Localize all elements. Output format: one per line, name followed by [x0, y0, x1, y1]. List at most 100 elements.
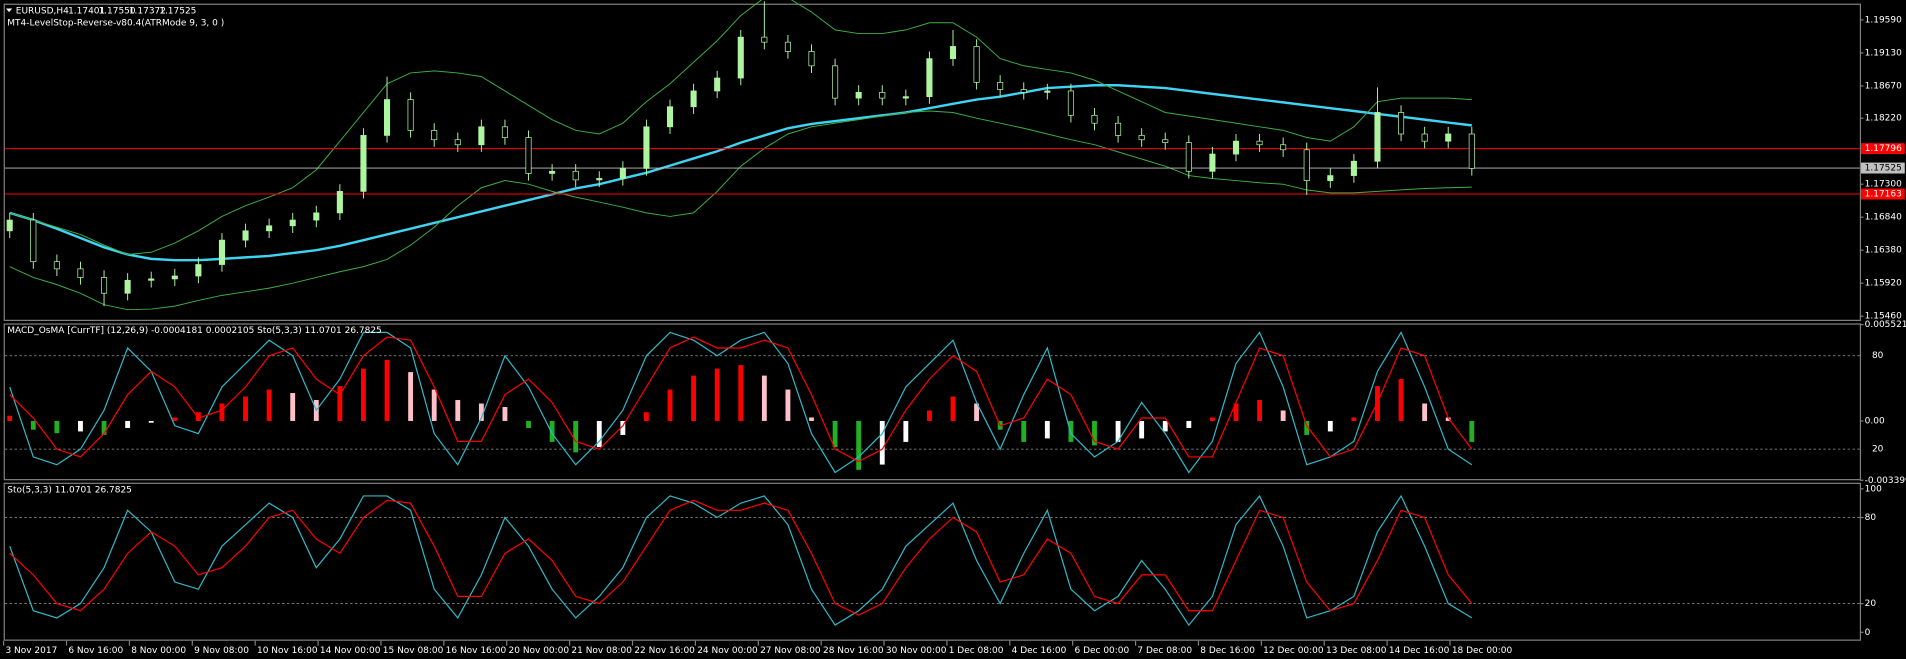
candle-body	[242, 230, 249, 241]
histogram-bar	[1092, 420, 1097, 446]
histogram-bar	[1257, 400, 1262, 421]
candle-body	[53, 261, 60, 270]
histogram-bar	[30, 420, 36, 430]
histogram-bar	[1139, 420, 1145, 439]
candle-body	[1067, 90, 1074, 116]
histogram-bar	[1162, 420, 1168, 432]
candle-body	[360, 135, 367, 192]
indicator-line	[9, 499, 1473, 616]
candle-body	[572, 170, 579, 181]
indicator-line	[9, 110, 1472, 311]
candle-body	[784, 41, 791, 52]
histogram-bar	[1327, 420, 1333, 432]
candle-body	[218, 239, 226, 265]
histogram-bar	[1445, 417, 1451, 421]
macd-panel-frame	[3, 323, 1862, 481]
y-tick-label: 20	[1865, 599, 1877, 609]
y-tick-label: 0	[1865, 628, 1871, 638]
price-level-label: 1.17796	[1865, 144, 1902, 154]
candle-body	[714, 77, 721, 92]
candle-body	[1374, 112, 1381, 162]
candle-body	[336, 191, 343, 214]
x-tick-label: 24 Nov 00:00	[697, 646, 758, 656]
y-tick-label: 80	[1865, 513, 1877, 523]
candle-body	[289, 219, 296, 227]
x-tick-label: 1 Dec 08:00	[949, 646, 1004, 656]
panel-title: MACD_OsMA [CurrTF] (12,26,9) -0.0004181 …	[7, 326, 381, 336]
candle-body	[77, 268, 84, 278]
histogram-bar	[101, 420, 107, 435]
x-tick-label: 3 Nov 2017	[5, 646, 57, 656]
candle-body	[926, 58, 933, 98]
candle-body	[454, 139, 461, 146]
candle-body	[148, 278, 155, 281]
histogram-bar	[337, 386, 343, 421]
stochastic-panel-frame	[3, 482, 1862, 641]
histogram-bar	[195, 412, 201, 421]
y-tick-label: 1.19130	[1865, 48, 1902, 58]
x-tick-label: 10 Nov 16:00	[257, 646, 318, 656]
candle-body	[501, 126, 508, 138]
y-tick-label: 1.16380	[1865, 246, 1902, 256]
candle-body	[808, 51, 815, 67]
candle-body	[266, 225, 273, 232]
candle-body	[643, 126, 650, 169]
price-level-box	[1861, 162, 1905, 174]
x-tick-label: 6 Dec 00:00	[1075, 646, 1130, 656]
histogram-bar	[384, 359, 390, 421]
histogram-bar	[431, 389, 437, 421]
histogram-bar	[950, 396, 956, 421]
y-tick-label: 1.18220	[1865, 114, 1902, 124]
histogram-bar	[7, 415, 13, 421]
candle-body	[124, 279, 131, 294]
quote-value: 1.17372	[129, 6, 166, 16]
x-tick-label: 14 Nov 00:00	[320, 646, 381, 656]
candle-body	[195, 264, 202, 277]
candle-body	[949, 46, 957, 60]
histogram-bar	[290, 393, 296, 421]
histogram-bar	[266, 389, 272, 421]
histogram-bar	[478, 403, 484, 421]
histogram-bar	[809, 417, 814, 421]
candle-body	[313, 212, 320, 221]
histogram-bar	[1044, 420, 1050, 439]
x-tick-label: 6 Nov 16:00	[68, 646, 123, 656]
histogram-bar	[714, 368, 720, 421]
histogram-bar	[243, 396, 248, 421]
histogram-bar	[526, 420, 531, 428]
indicator-line	[9, 336, 1473, 463]
candle-body	[30, 219, 37, 263]
indicator-line	[9, 494, 1473, 627]
indicator-line	[9, 0, 1472, 255]
x-tick-label: 20 Nov 00:00	[509, 646, 570, 656]
histogram-bar	[78, 420, 83, 432]
histogram-bar	[856, 420, 862, 470]
price-level-box	[1861, 188, 1905, 200]
x-tick-label: 4 Dec 16:00	[1012, 646, 1067, 656]
histogram-bar	[1115, 420, 1121, 442]
histogram-bar	[903, 420, 909, 442]
candle-body	[1303, 149, 1310, 181]
y-tick-label: 1.18670	[1865, 81, 1902, 91]
candle-body	[761, 36, 768, 43]
x-tick-label: 18 Dec 00:00	[1452, 646, 1513, 656]
candle-body	[1398, 112, 1405, 135]
histogram-bar	[1209, 417, 1215, 421]
histogram-bar	[125, 420, 131, 428]
histogram-bar	[408, 372, 414, 421]
histogram-bar	[596, 420, 602, 448]
histogram-bar	[974, 403, 980, 421]
histogram-bar	[832, 420, 838, 448]
histogram-bar	[1280, 410, 1286, 421]
histogram-bar	[148, 420, 154, 423]
x-tick-label: 14 Dec 16:00	[1389, 646, 1450, 656]
collapse-icon[interactable]	[6, 8, 13, 13]
x-tick-label: 13 Dec 08:00	[1326, 646, 1387, 656]
candle-body	[407, 99, 414, 131]
candle-body	[902, 96, 909, 99]
price-level-label: 1.17163	[1865, 190, 1902, 200]
x-tick-label: 22 Nov 16:00	[634, 646, 695, 656]
candle-body	[1232, 140, 1240, 155]
indicator-line	[9, 84, 1472, 262]
